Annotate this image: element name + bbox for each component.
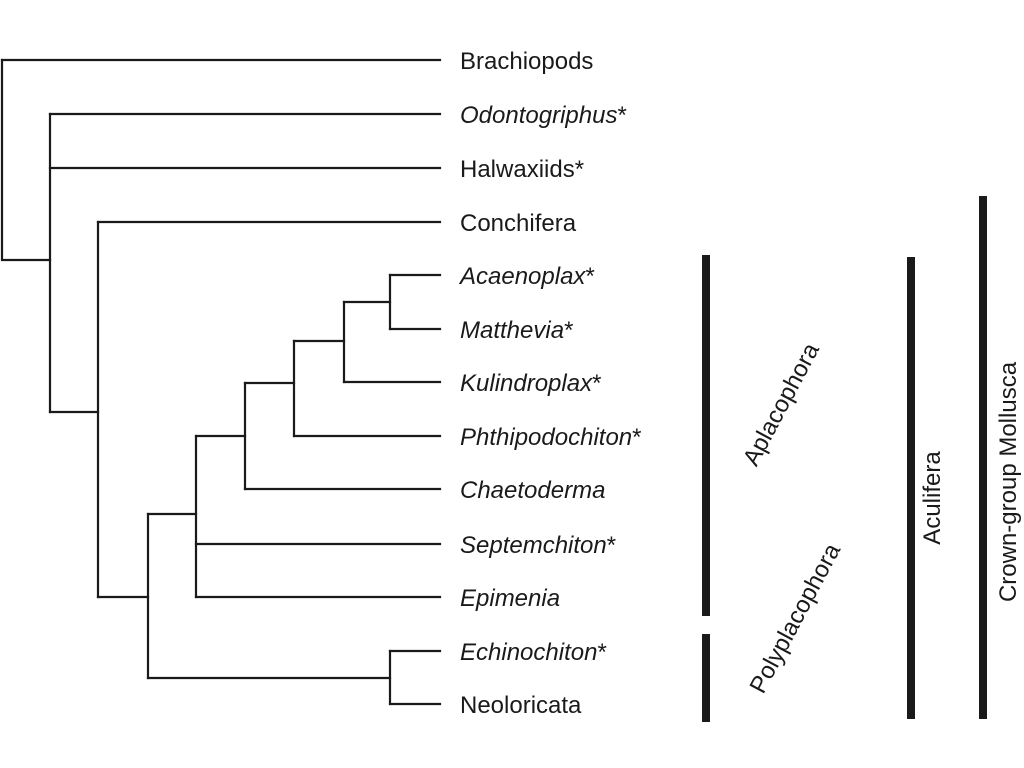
clade-brackets	[702, 196, 987, 722]
taxon-label-epimenia: Epimenia	[460, 585, 560, 612]
taxon-name-acaenoplax: Acaenoplax	[458, 263, 586, 290]
clade-label-crown-mollusca: Crown-group Mollusca	[995, 361, 1022, 602]
taxon-asterisk: *	[564, 317, 573, 344]
taxon-asterisk: *	[632, 424, 641, 451]
taxon-label-phthipodochiton: Phthipodochiton*	[460, 424, 641, 451]
taxon-label-conchifera: Conchifera	[460, 210, 577, 237]
clade-label-aplacophora: Aplacophora	[738, 338, 825, 470]
tree-branches	[0, 58, 442, 706]
taxon-label-odontogriphus: Odontogriphus*	[460, 102, 627, 129]
taxon-label-kulindroplax: Kulindroplax*	[460, 370, 601, 397]
taxon-name-septemchiton: Septemchiton	[460, 532, 607, 559]
taxon-asterisk: *	[597, 639, 606, 666]
taxon-labels: Brachiopods Odontogriphus* Halwaxiids* C…	[458, 48, 641, 719]
clade-label-polyplacophora: Polyplacophora	[745, 539, 847, 698]
taxon-label-acaenoplax: Acaenoplax*	[458, 263, 595, 290]
taxon-label-brachiopods: Brachiopods	[460, 48, 593, 75]
taxon-asterisk: *	[585, 263, 594, 290]
taxon-name-phthipodochiton: Phthipodochiton	[460, 424, 632, 451]
taxon-asterisk: *	[617, 102, 626, 129]
branch-root	[0, 58, 52, 262]
taxon-label-neoloricata: Neoloricata	[460, 692, 582, 719]
taxon-label-matthevia: Matthevia*	[460, 317, 573, 344]
taxon-label-chaetoderma: Chaetoderma	[460, 477, 605, 504]
taxon-name-kulindroplax: Kulindroplax	[460, 370, 593, 397]
taxon-asterisk: *	[607, 532, 616, 559]
taxon-label-halwaxiids: Halwaxiids*	[460, 156, 584, 183]
taxon-name-odontogriphus: Odontogriphus	[460, 102, 617, 129]
taxon-name-matthevia: Matthevia	[460, 317, 564, 344]
taxon-label-septemchiton: Septemchiton*	[460, 532, 616, 559]
taxon-label-echinochiton: Echinochiton*	[460, 639, 607, 666]
taxon-name-echinochiton: Echinochiton	[460, 639, 597, 666]
taxon-asterisk: *	[592, 370, 601, 397]
clade-label-aculifera: Aculifera	[919, 451, 946, 545]
